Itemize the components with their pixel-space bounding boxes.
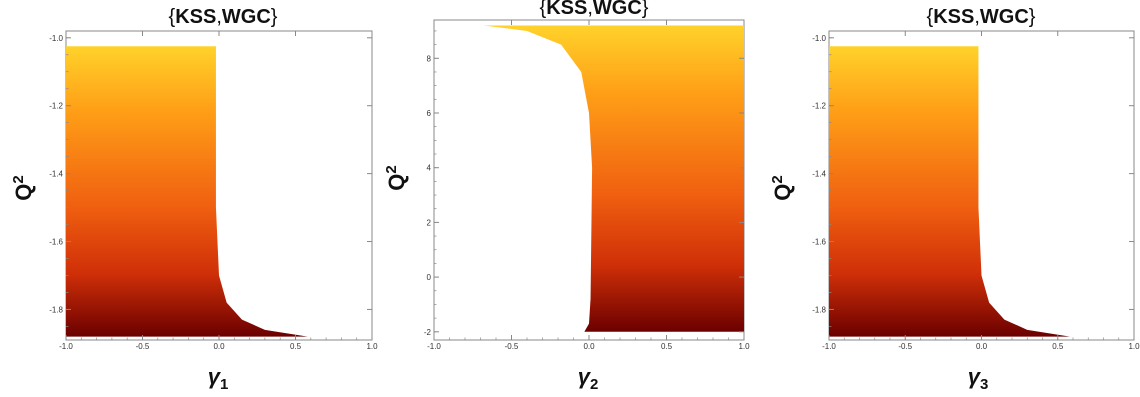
x-tick-label: 0.5 [290,342,302,351]
panel-3-title: {KSS,WGC} [927,6,1036,28]
x-tick-label: 0.5 [661,342,673,351]
x-tick-label: 0.0 [213,342,225,351]
x-tick-label: 0.0 [976,342,988,351]
x-tick-label: -0.5 [898,342,912,351]
x-tick-label: 0.0 [583,342,595,351]
plot-1: -1.0 -0.5 0.0 0.5 1.0 -1.8 -1.6 -1.4 -1.2 -1.0 [49,30,378,351]
plot-3: -1.0 -0.5 0.0 0.5 1.0 -1.8 -1.6 -1.4 -1.2 -1.0 [812,30,1140,351]
panel-3-xlabel: γ3 [968,364,989,392]
feasible-region [483,25,744,332]
y-tick-label: 0 [427,273,432,282]
feasible-region [66,46,308,337]
panel-1-xlabel: γ1 [208,364,229,392]
x-tick-label: -0.5 [136,342,150,351]
x-tick-label: 1.0 [1128,342,1140,351]
x-tick-label: -1.0 [59,342,73,351]
y-tick-label: -1.8 [812,305,826,314]
x-tick-label: 1.0 [366,342,378,351]
feasible-region [829,46,1070,337]
y-tick-label: 4 [427,164,432,173]
panel-2-xlabel: γ2 [578,364,599,392]
y-tick-label: -1.4 [49,170,63,179]
panel-1: -1.0 -0.5 0.0 0.5 1.0 -1.8 -1.6 -1.4 -1.2 -1.0 {K… [10,6,378,393]
y-tick-label: -1.6 [812,238,826,247]
panel-3-ylabel: Q2 [769,175,795,200]
y-tick-label: -2 [424,328,432,337]
y-tick-label: -1.4 [812,170,826,179]
x-tick-label: 0.5 [1052,342,1064,351]
y-tick-label: 6 [427,109,432,118]
y-tick-label: -1.2 [49,102,63,111]
y-tick-label: 2 [427,218,432,227]
panel-1-title: {KSS,WGC} [169,6,278,28]
panel-2-ylabel: Q2 [383,165,409,190]
panel-2-title: {KSS,WGC} [540,0,649,19]
panel-1-ylabel: Q2 [10,175,36,200]
x-tick-label: 1.0 [738,342,750,351]
panel-2: -1.0 -0.5 0.0 0.5 1.0 -2 0 2 4 6 8 {KSS,WGC} Q2 γ2 [383,0,750,393]
x-tick-label: -1.0 [427,342,441,351]
y-tick-label: -1.2 [812,102,826,111]
panel-3: -1.0 -0.5 0.0 0.5 1.0 -1.8 -1.6 -1.4 -1.2 -1.0 {K… [769,6,1140,393]
y-tick-label: -1.0 [49,34,63,43]
y-tick-label: -1.8 [49,305,63,314]
y-tick-label: 8 [427,54,432,63]
plot-2: -1.0 -0.5 0.0 0.5 1.0 -2 0 2 4 6 8 [424,19,750,351]
y-tick-label: -1.6 [49,238,63,247]
x-tick-label: -1.0 [822,342,836,351]
x-tick-label: -0.5 [505,342,519,351]
y-tick-label: -1.0 [812,34,826,43]
